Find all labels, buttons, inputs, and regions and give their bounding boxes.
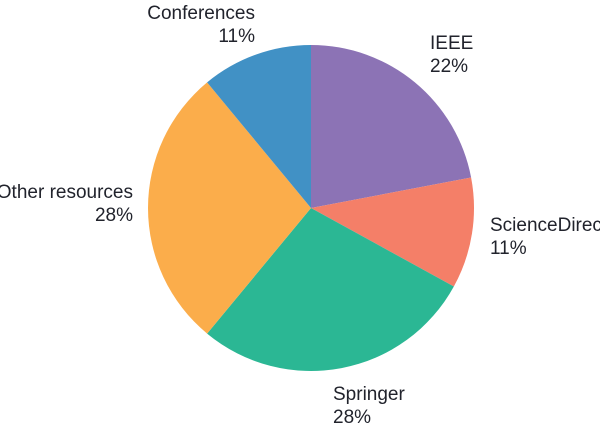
slice-label-other-resources: Other resources 28% (0, 181, 133, 227)
slice-label-conferences: Conferences 11% (147, 2, 255, 48)
slice-label-name: Springer (333, 384, 405, 405)
pie-slice-springer (207, 208, 454, 371)
slice-label-value: 11% (218, 26, 255, 47)
slice-label-value: 28% (333, 407, 372, 428)
pie-slice-conferences (207, 45, 311, 208)
slice-label-name: IEEE (430, 33, 474, 54)
pie-slice-sciencedirect (311, 177, 474, 287)
slice-label-name: ScienceDirect (490, 215, 600, 236)
slice-label-name: Conferences (147, 3, 255, 24)
pie-slice-ieee (311, 45, 472, 208)
slice-label-value: 11% (490, 238, 527, 259)
slice-label-name: Other resources (0, 182, 133, 203)
slice-label-springer: Springer 28% (333, 383, 405, 429)
slice-label-ieee: IEEE 22% (430, 32, 473, 78)
pie-slice-other-resources (148, 82, 311, 334)
slice-label-value: 22% (430, 56, 469, 77)
slice-label-sciencedirect: ScienceDirect 11% (490, 214, 600, 260)
slice-label-value: 28% (94, 205, 133, 226)
